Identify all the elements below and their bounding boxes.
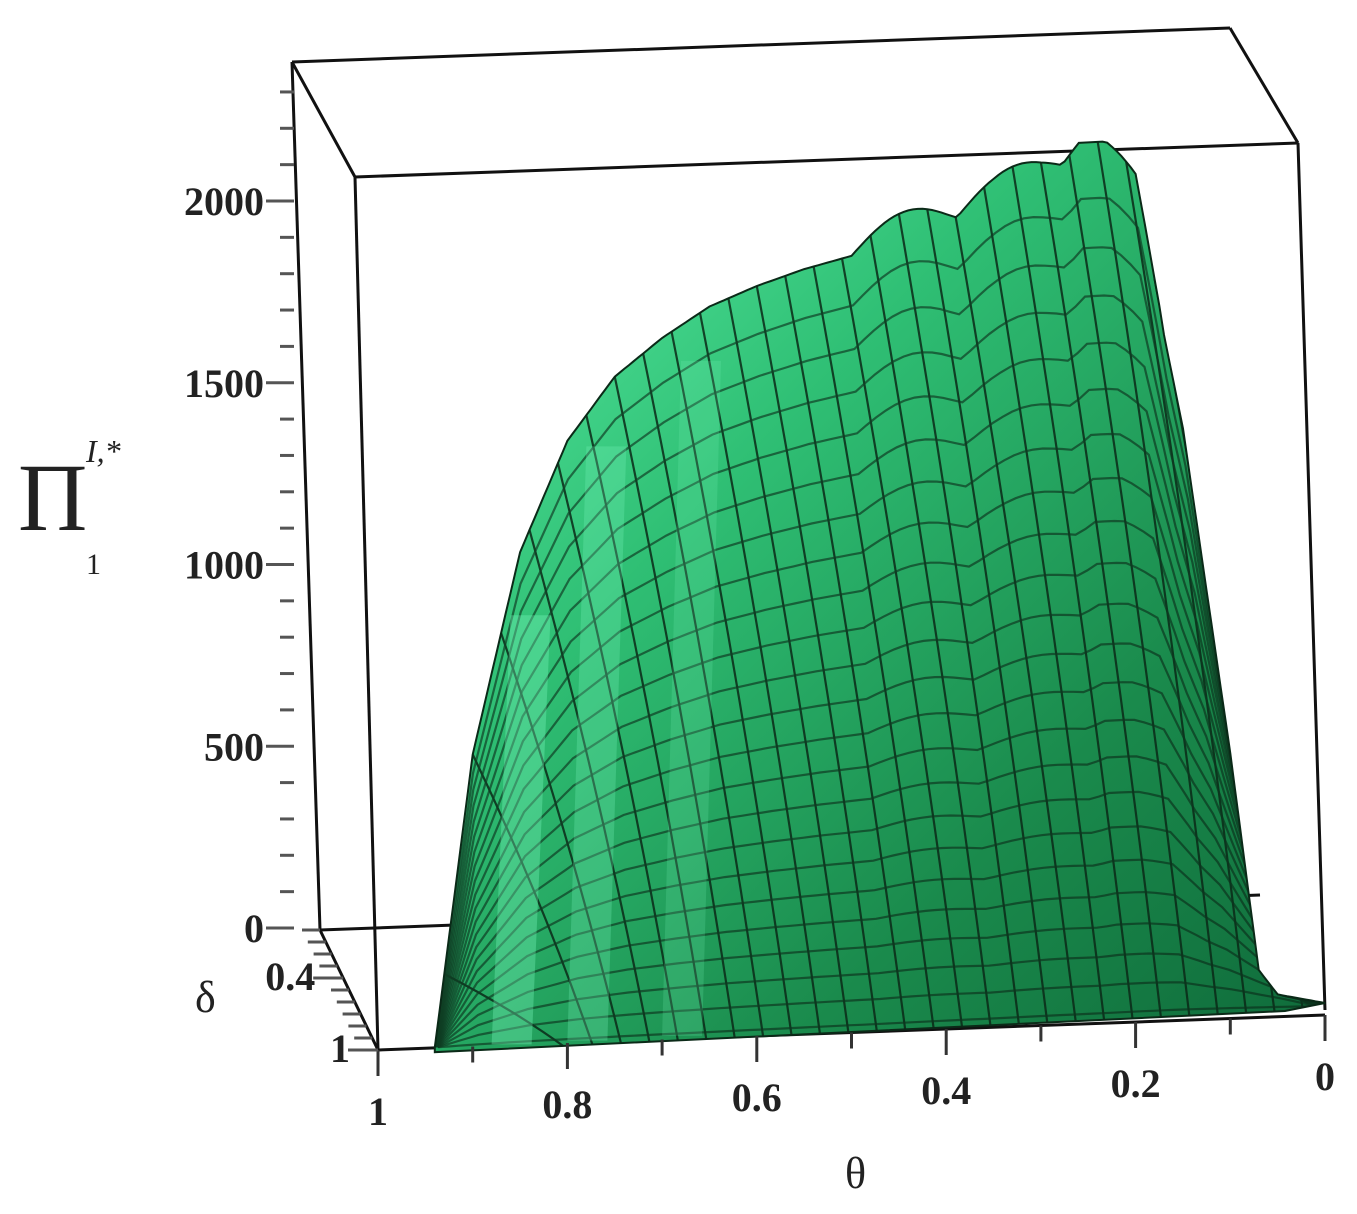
mesh-line-theta — [840, 258, 964, 1028]
mesh-line-delta — [435, 519, 1318, 1048]
ridge-highlights — [491, 360, 722, 1045]
mesh-line-delta — [436, 790, 1325, 1048]
x-tick-label: 0 — [1315, 1054, 1335, 1099]
mesh-line-delta — [435, 681, 1325, 1048]
x-tick-label: 0.4 — [921, 1068, 971, 1113]
box-edge-back-right — [1228, 27, 1300, 144]
mesh-line-theta — [755, 285, 878, 1032]
surface — [433, 140, 1326, 1054]
z-tick-label: 2000 — [184, 179, 264, 224]
mesh-line-delta — [434, 294, 1305, 1048]
mesh-line-delta — [437, 952, 1325, 1049]
x-axis-label: θ — [845, 1149, 866, 1198]
z-tick-label: 1500 — [184, 361, 264, 406]
mesh-line-delta — [435, 561, 1321, 1048]
surface-highlight — [662, 360, 722, 1036]
surface-highlight — [567, 446, 627, 1041]
z-axis-label-subscript: 1 — [86, 548, 101, 581]
mesh-line-theta — [1096, 141, 1219, 1015]
mesh-line-theta — [670, 331, 793, 1036]
z-axis-label-main: Π — [18, 444, 87, 551]
z-tick-label: 500 — [204, 724, 264, 769]
mesh-line-theta — [812, 266, 935, 1029]
x-tick-label: 0.6 — [732, 1075, 782, 1120]
mesh-line-theta — [727, 298, 850, 1033]
surface-highlight — [491, 615, 551, 1045]
y-axis: 0.41 — [265, 928, 378, 1071]
mesh-line-delta — [436, 755, 1325, 1048]
z-tick-label: 0 — [244, 906, 264, 951]
mesh-line-theta — [897, 213, 1020, 1025]
box-edge-front-left — [353, 176, 380, 1051]
box-edge-front-top — [354, 141, 1299, 179]
mesh-line-theta — [528, 529, 651, 1043]
mesh-line-theta — [698, 312, 822, 1035]
mesh-line-theta — [500, 632, 623, 1045]
mesh-line-theta — [869, 235, 992, 1026]
z-axis-label: Π I,* 1 — [18, 433, 121, 581]
mesh-line-theta — [1039, 162, 1162, 1018]
y-tick-label: 1 — [330, 1026, 350, 1071]
x-tick-label: 0.2 — [1111, 1061, 1161, 1106]
mesh-line-theta — [926, 209, 1049, 1023]
mesh-line-theta — [613, 376, 736, 1039]
x-axis: 1 0.8 0.6 0.4 0.2 0 — [368, 1015, 1335, 1134]
y-tick-label: 0.4 — [265, 954, 315, 999]
x-tick-label: 0.8 — [542, 1082, 592, 1127]
mesh-line-delta — [437, 922, 1325, 1049]
mesh-line-theta — [784, 275, 907, 1030]
mesh-line-delta — [434, 341, 1308, 1048]
z-axis-label-superscript: I,* — [85, 433, 121, 469]
z-tick-label: 1000 — [184, 543, 264, 588]
z-axis: 0 500 1000 1500 2000 — [184, 90, 294, 951]
mesh-line-theta — [556, 462, 680, 1042]
mesh-line-theta — [1125, 161, 1248, 1013]
mesh-line-delta — [434, 476, 1316, 1048]
y-axis-label: δ — [195, 973, 216, 1022]
mesh-line-delta — [435, 642, 1325, 1048]
mesh-line-delta — [435, 602, 1324, 1048]
mesh-line-delta — [436, 858, 1325, 1048]
box-edge-back-top — [291, 26, 1231, 64]
mesh-line-theta — [1011, 166, 1134, 1019]
mesh-line-delta — [437, 981, 1325, 1049]
box-edge-left-back — [290, 61, 322, 931]
mesh-line-theta — [1068, 155, 1191, 1016]
mesh-line-delta — [438, 1003, 1325, 1049]
box-edge-right-vertical — [1296, 142, 1327, 1011]
mesh-line-theta — [471, 754, 594, 1046]
x-tick-label: 1 — [368, 1089, 388, 1134]
mesh-line-theta — [982, 186, 1106, 1021]
mesh-line-delta — [436, 825, 1325, 1048]
mesh-line-theta — [585, 414, 708, 1040]
box-edge-left-top — [290, 61, 357, 178]
mesh-line-delta — [434, 196, 1300, 1048]
mesh-line-delta — [434, 246, 1303, 1048]
mesh-line-delta — [434, 432, 1313, 1048]
mesh-line-delta — [434, 387, 1311, 1048]
mesh-line-delta — [435, 718, 1325, 1048]
mesh-line-delta — [436, 890, 1325, 1048]
